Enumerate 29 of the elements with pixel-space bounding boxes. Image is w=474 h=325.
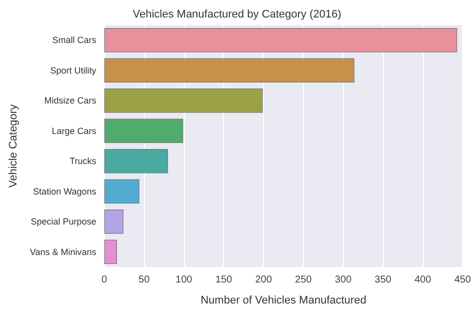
chart-title: Vehicles Manufactured by Category (2016) — [132, 8, 342, 20]
x-axis-title: Number of Vehicles Manufactured — [200, 294, 366, 306]
bar — [104, 210, 124, 234]
x-tick-label: 350 — [374, 274, 392, 286]
x-tick-label: 400 — [414, 274, 432, 286]
x-tick-label: 100 — [176, 274, 193, 286]
bar — [104, 28, 458, 52]
y-tick-label: Large Cars — [52, 126, 97, 136]
bar — [104, 179, 140, 204]
y-tick-label: Sport Utility — [50, 65, 97, 76]
x-tick-label: 150 — [215, 274, 233, 286]
bar — [104, 88, 263, 113]
y-tick-label: Trucks — [70, 156, 97, 166]
bar — [104, 149, 168, 174]
bar — [104, 118, 184, 143]
x-tick-label: 0 — [101, 274, 108, 286]
y-tick-label: Midsize Cars — [44, 96, 97, 106]
x-tick-label: 450 — [454, 274, 472, 286]
y-tick-label: Small Cars — [52, 35, 97, 46]
bar — [104, 240, 118, 264]
x-tick-label: 200 — [255, 274, 272, 286]
bar — [104, 58, 354, 82]
x-tick-label: 50 — [138, 274, 150, 286]
x-tick-label: 300 — [334, 274, 352, 286]
y-tick-label: Station Wagons — [33, 186, 97, 196]
y-axis-title: Vehicle Category — [8, 104, 20, 188]
y-tick-label: Special Purpose — [30, 216, 96, 227]
y-tick-label: Vans & Minivans — [30, 246, 97, 257]
x-tick-label: 250 — [295, 274, 312, 286]
